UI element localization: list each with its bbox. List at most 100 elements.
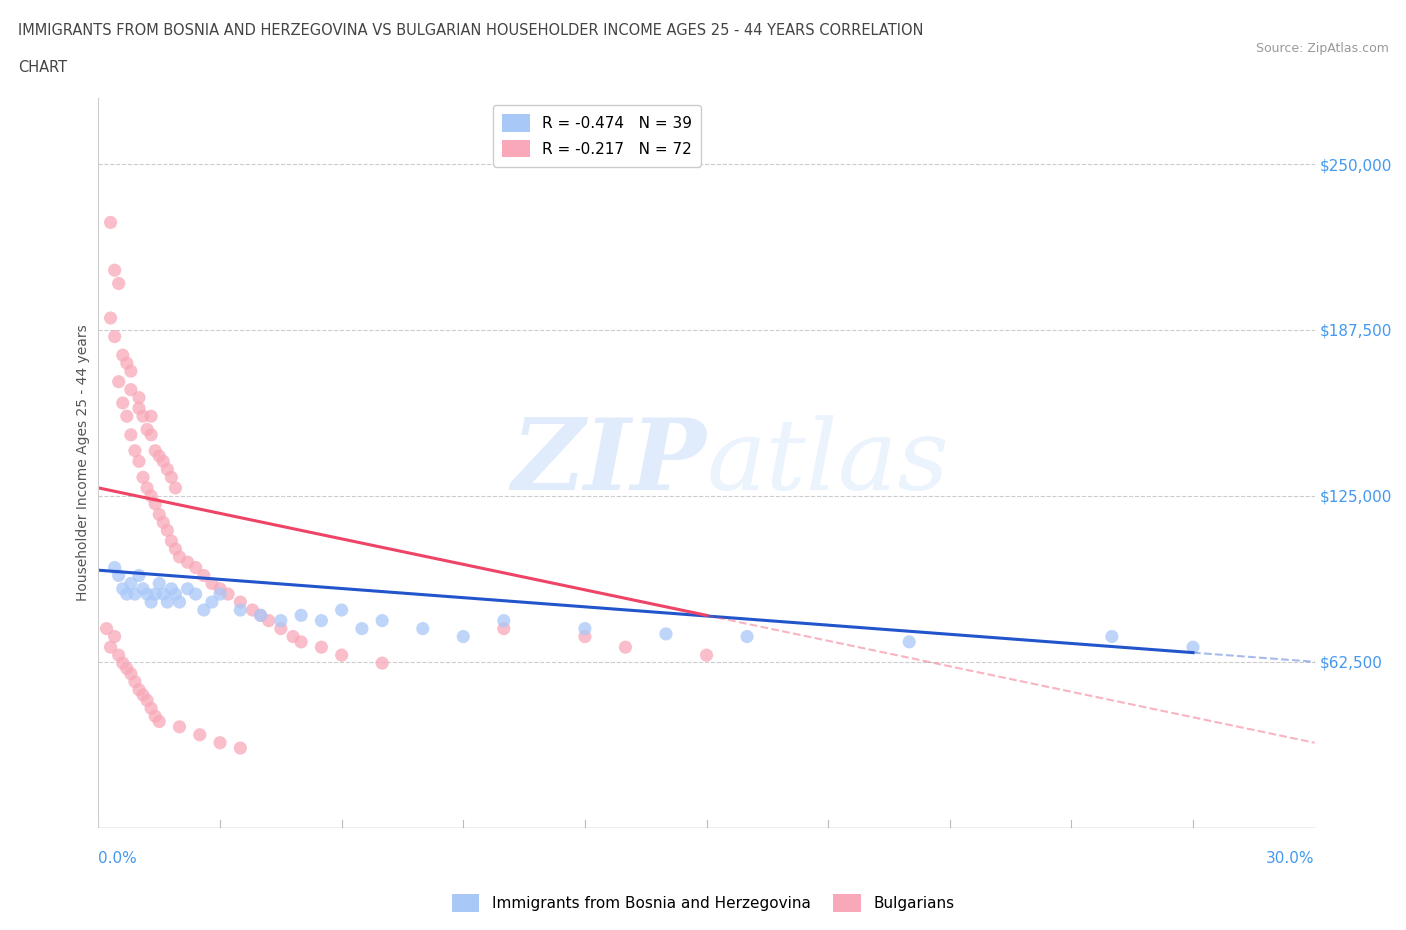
Point <box>193 568 215 583</box>
Text: CHART: CHART <box>18 60 67 75</box>
Point <box>120 364 142 379</box>
Point <box>270 613 292 628</box>
Text: IMMIGRANTS FROM BOSNIA AND HERZEGOVINA VS BULGARIAN HOUSEHOLDER INCOME AGES 25 -: IMMIGRANTS FROM BOSNIA AND HERZEGOVINA V… <box>18 23 924 38</box>
Point <box>139 594 162 609</box>
Point <box>136 422 159 437</box>
Point <box>104 560 127 575</box>
Point <box>124 444 146 458</box>
Point <box>217 587 239 602</box>
Point <box>120 666 142 681</box>
Point <box>96 621 118 636</box>
Point <box>371 613 394 628</box>
Point <box>290 634 312 649</box>
Point <box>152 515 174 530</box>
Text: 0.0%: 0.0% <box>98 851 138 866</box>
Point <box>696 647 718 662</box>
Point <box>492 621 515 636</box>
Point <box>201 576 224 591</box>
Point <box>209 581 232 596</box>
Point <box>735 629 758 644</box>
Point <box>188 727 211 742</box>
Point <box>229 740 252 755</box>
Point <box>136 587 159 602</box>
Point <box>614 640 637 655</box>
Point <box>100 640 122 655</box>
Point <box>311 613 333 628</box>
Point <box>169 720 191 735</box>
Point <box>104 263 127 278</box>
Point <box>136 481 159 496</box>
Point <box>124 674 146 689</box>
Point <box>124 587 146 602</box>
Legend: R = -0.474   N = 39, R = -0.217   N = 72: R = -0.474 N = 39, R = -0.217 N = 72 <box>494 105 702 166</box>
Legend: Immigrants from Bosnia and Herzegovina, Bulgarians: Immigrants from Bosnia and Herzegovina, … <box>446 888 960 918</box>
Point <box>281 629 304 644</box>
Point <box>270 621 292 636</box>
Point <box>120 576 142 591</box>
Point <box>165 587 187 602</box>
Point <box>165 541 187 556</box>
Point <box>169 550 191 565</box>
Point <box>160 470 183 485</box>
Point <box>107 374 129 389</box>
Point <box>160 581 183 596</box>
Point <box>412 621 434 636</box>
Point <box>139 488 162 503</box>
Point <box>148 714 170 729</box>
Point <box>139 701 162 716</box>
Point <box>148 448 170 463</box>
Point <box>156 523 179 538</box>
Point <box>152 454 174 469</box>
Point <box>111 395 134 410</box>
Point <box>132 581 155 596</box>
Point <box>128 454 150 469</box>
Point <box>492 613 515 628</box>
Point <box>139 428 162 443</box>
Point <box>201 594 224 609</box>
Point <box>290 608 312 623</box>
Point <box>453 629 475 644</box>
Point <box>574 621 596 636</box>
Point <box>152 587 174 602</box>
Point <box>143 587 166 602</box>
Point <box>169 594 191 609</box>
Point <box>132 687 155 702</box>
Point <box>176 555 198 570</box>
Point <box>249 608 271 623</box>
Point <box>132 470 155 485</box>
Point <box>574 629 596 644</box>
Text: ZIP: ZIP <box>512 415 707 511</box>
Point <box>107 568 129 583</box>
Point <box>115 355 138 370</box>
Point <box>1101 629 1123 644</box>
Point <box>350 621 373 636</box>
Point <box>898 634 921 649</box>
Point <box>100 215 122 230</box>
Point <box>136 693 159 708</box>
Point <box>148 507 170 522</box>
Point <box>156 462 179 477</box>
Point <box>209 736 232 751</box>
Point <box>257 613 280 628</box>
Point <box>128 568 150 583</box>
Point <box>176 581 198 596</box>
Point <box>143 709 166 724</box>
Point <box>100 311 122 325</box>
Point <box>330 647 353 662</box>
Point <box>160 534 183 549</box>
Text: Source: ZipAtlas.com: Source: ZipAtlas.com <box>1256 42 1389 55</box>
Point <box>143 497 166 512</box>
Point <box>209 587 232 602</box>
Point <box>115 661 138 676</box>
Point <box>229 594 252 609</box>
Point <box>111 348 134 363</box>
Point <box>107 647 129 662</box>
Point <box>115 409 138 424</box>
Point <box>128 683 150 698</box>
Text: 30.0%: 30.0% <box>1267 851 1315 866</box>
Point <box>655 627 678 642</box>
Point <box>193 603 215 618</box>
Text: atlas: atlas <box>707 415 949 511</box>
Point <box>128 401 150 416</box>
Point <box>184 587 207 602</box>
